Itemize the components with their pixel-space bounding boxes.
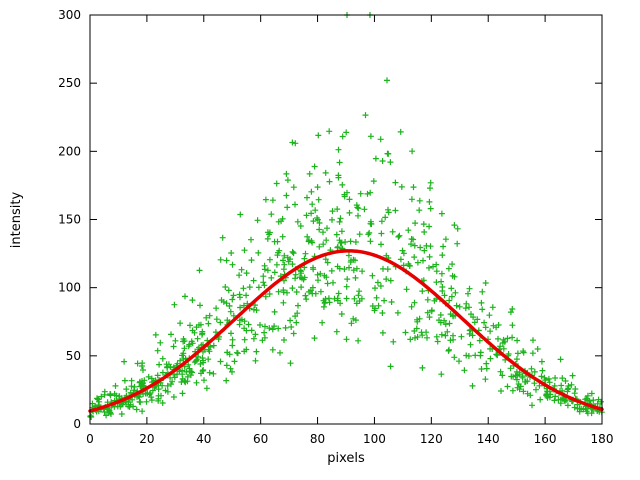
y-tick-label: 200 [58, 144, 81, 158]
y-tick-label: 50 [66, 349, 81, 363]
y-tick-label: 0 [73, 417, 81, 431]
y-tick-label: 150 [58, 213, 81, 227]
x-tick-label: 40 [196, 432, 211, 446]
x-tick-label: 0 [86, 432, 94, 446]
y-tick-label: 300 [58, 8, 81, 22]
x-tick-label: 100 [363, 432, 386, 446]
y-axis-label: intensity [9, 192, 24, 249]
x-tick-label: 120 [420, 432, 443, 446]
x-tick-label: 180 [591, 432, 614, 446]
ticks-layer: 0 20 40 60 80 100 120 140 160 180 0 50 100 150 200 250 3… [58, 8, 613, 446]
x-axis-label: pixels [327, 451, 365, 466]
scatter-points [87, 12, 605, 420]
x-tick-label: 160 [534, 432, 557, 446]
fit-curve [88, 249, 604, 413]
y-tick-label: 250 [58, 76, 81, 90]
x-tick-label: 80 [310, 432, 325, 446]
x-tick-label: 140 [477, 432, 500, 446]
x-tick-label: 20 [139, 432, 154, 446]
x-tick-label: 60 [253, 432, 268, 446]
y-tick-label: 100 [58, 281, 81, 295]
plot-layer [87, 12, 605, 420]
